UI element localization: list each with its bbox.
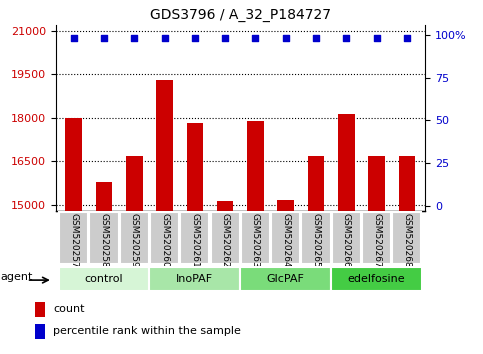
Bar	[186, 122, 203, 354]
Bar	[368, 156, 385, 354]
Title: GDS3796 / A_32_P184727: GDS3796 / A_32_P184727	[150, 8, 331, 22]
Bar	[35, 324, 45, 339]
FancyBboxPatch shape	[271, 212, 300, 264]
Point	[191, 36, 199, 41]
Text: control: control	[85, 274, 123, 284]
Text: GSM520266: GSM520266	[342, 213, 351, 268]
Text: edelfosine: edelfosine	[348, 274, 405, 284]
Point	[312, 36, 320, 41]
Text: GSM520265: GSM520265	[312, 213, 321, 268]
FancyBboxPatch shape	[331, 267, 422, 291]
Text: GlcPAF: GlcPAF	[267, 274, 305, 284]
FancyBboxPatch shape	[241, 267, 331, 291]
Text: GSM520260: GSM520260	[160, 213, 169, 268]
Point	[130, 36, 138, 41]
Text: GSM520268: GSM520268	[402, 213, 412, 268]
Text: agent: agent	[0, 273, 32, 282]
FancyBboxPatch shape	[59, 212, 88, 264]
FancyBboxPatch shape	[362, 212, 391, 264]
Point	[342, 36, 350, 41]
Point	[373, 36, 381, 41]
Bar	[35, 302, 45, 317]
FancyBboxPatch shape	[89, 212, 118, 264]
Text: GSM520263: GSM520263	[251, 213, 260, 268]
Text: GSM520257: GSM520257	[69, 213, 78, 268]
FancyBboxPatch shape	[241, 212, 270, 264]
FancyBboxPatch shape	[180, 212, 210, 264]
Text: GSM520262: GSM520262	[221, 213, 229, 268]
FancyBboxPatch shape	[58, 267, 149, 291]
Bar	[398, 156, 415, 354]
Bar	[65, 118, 82, 354]
FancyBboxPatch shape	[211, 212, 240, 264]
Text: GSM520259: GSM520259	[130, 213, 139, 268]
FancyBboxPatch shape	[150, 212, 179, 264]
Bar	[338, 114, 355, 354]
Text: count: count	[53, 304, 85, 314]
FancyBboxPatch shape	[392, 212, 421, 264]
Text: GSM520261: GSM520261	[190, 213, 199, 268]
Bar	[217, 201, 233, 354]
Text: GSM520267: GSM520267	[372, 213, 381, 268]
Point	[221, 36, 229, 41]
Bar	[96, 182, 113, 354]
Bar	[126, 156, 142, 354]
Point	[403, 36, 411, 41]
Point	[252, 36, 259, 41]
FancyBboxPatch shape	[149, 267, 241, 291]
Bar	[308, 156, 325, 354]
Point	[100, 36, 108, 41]
Bar	[247, 121, 264, 354]
Bar	[156, 80, 173, 354]
FancyBboxPatch shape	[301, 212, 330, 264]
Bar	[277, 200, 294, 354]
FancyBboxPatch shape	[332, 212, 361, 264]
Point	[282, 36, 290, 41]
Point	[161, 36, 169, 41]
Text: GSM520264: GSM520264	[281, 213, 290, 268]
Text: InoPAF: InoPAF	[176, 274, 213, 284]
Text: percentile rank within the sample: percentile rank within the sample	[53, 326, 241, 336]
Text: GSM520258: GSM520258	[99, 213, 109, 268]
FancyBboxPatch shape	[120, 212, 149, 264]
Point	[70, 36, 78, 41]
